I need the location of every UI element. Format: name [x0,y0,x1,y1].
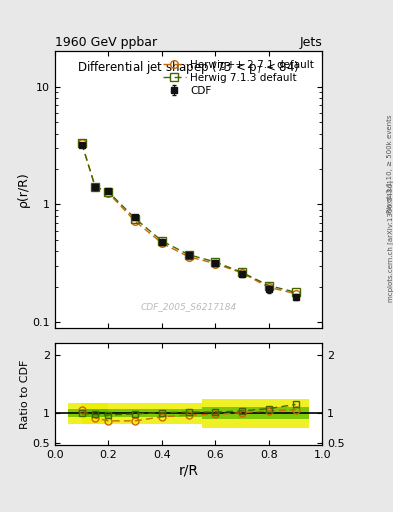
Herwig++ 2.7.1 default [186,253,191,260]
Herwig++ 2.7.1 default [213,261,218,267]
Line: Herwig 7.1.3 default: Herwig 7.1.3 default [78,140,299,296]
Herwig++ 2.7.1 default [266,284,271,290]
Text: CDF_2005_S6217184: CDF_2005_S6217184 [141,302,237,311]
Text: mcplots.cern.ch [arXiv:1306.3436]: mcplots.cern.ch [arXiv:1306.3436] [387,180,393,302]
Herwig 7.1.3 default [106,189,111,195]
Text: Differential jet shapep (73 < p$_T$ < 84): Differential jet shapep (73 < p$_T$ < 84… [77,59,300,76]
Herwig 7.1.3 default [186,251,191,258]
Line: Herwig++ 2.7.1 default: Herwig++ 2.7.1 default [78,140,299,297]
Herwig 7.1.3 default [293,289,298,295]
Herwig++ 2.7.1 default [240,270,244,276]
Herwig 7.1.3 default [93,183,97,189]
X-axis label: r/R: r/R [179,463,198,477]
Herwig++ 2.7.1 default [93,183,97,189]
Herwig++ 2.7.1 default [106,190,111,196]
Text: 1960 GeV ppbar: 1960 GeV ppbar [55,36,157,49]
Herwig 7.1.3 default [79,140,84,146]
Herwig 7.1.3 default [213,259,218,265]
Herwig++ 2.7.1 default [79,140,84,146]
Herwig++ 2.7.1 default [160,240,164,246]
Herwig 7.1.3 default [266,283,271,289]
Text: Jets: Jets [299,36,322,49]
Text: Rivet 3.1.10, ≥ 500k events: Rivet 3.1.10, ≥ 500k events [387,115,393,213]
Y-axis label: Ratio to CDF: Ratio to CDF [20,359,30,429]
Herwig++ 2.7.1 default [133,218,138,224]
Herwig++ 2.7.1 default [293,291,298,297]
Legend: Herwig++ 2.7.1 default, Herwig 7.1.3 default, CDF: Herwig++ 2.7.1 default, Herwig 7.1.3 def… [160,56,317,99]
Herwig 7.1.3 default [240,269,244,275]
Y-axis label: ρ(r/R): ρ(r/R) [17,172,30,207]
Herwig 7.1.3 default [160,238,164,244]
Herwig 7.1.3 default [133,216,138,222]
